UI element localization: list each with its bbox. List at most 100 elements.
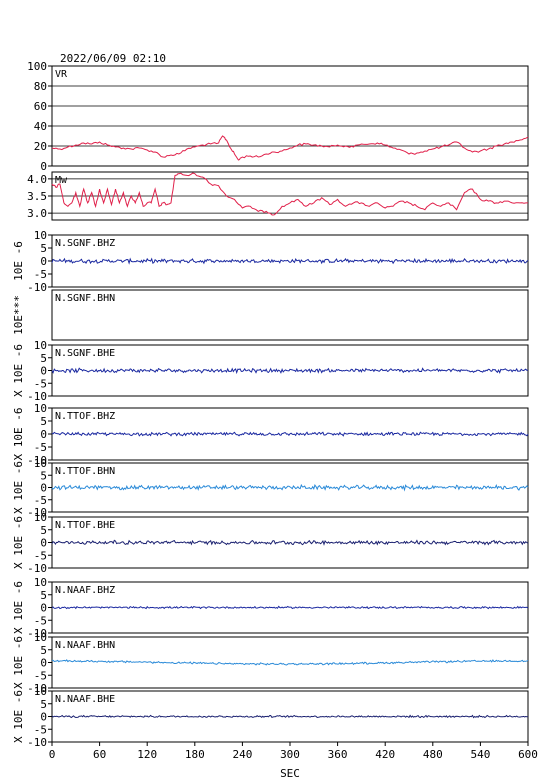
y-tick-label: 10 bbox=[34, 685, 47, 698]
x-tick-label: 120 bbox=[137, 748, 157, 761]
y-tick-label: 5 bbox=[40, 352, 47, 365]
y-tick-label: -10 bbox=[27, 682, 47, 695]
y-axis-label: X 10E -6 bbox=[12, 690, 25, 743]
x-tick-label: 240 bbox=[232, 748, 252, 761]
panel-sgnf-bhn: 10E*** N.SGNF.BHN bbox=[12, 289, 529, 341]
x-tick-label: 360 bbox=[328, 748, 348, 761]
panel-label: Mw bbox=[55, 175, 68, 186]
y-axis-label: X 10E -6 bbox=[12, 344, 25, 397]
y-tick-label: 5 bbox=[40, 524, 47, 537]
y-tick-label: 0 bbox=[40, 160, 47, 173]
y-tick-label: 5 bbox=[40, 469, 47, 482]
y-tick-label: 0 bbox=[40, 602, 47, 615]
series-line-ttof-bhe bbox=[51, 539, 529, 546]
y-tick-label: 100 bbox=[27, 60, 47, 73]
x-tick-label: 420 bbox=[375, 748, 395, 761]
x-tick-label: 60 bbox=[93, 748, 106, 761]
x-tick-label: 180 bbox=[185, 748, 205, 761]
y-axis-label: X 10E -6 bbox=[12, 461, 25, 514]
y-tick-label: 0 bbox=[40, 428, 47, 441]
panel-frame bbox=[51, 289, 529, 341]
x-tick-label: 600 bbox=[518, 748, 538, 761]
y-tick-label: -10 bbox=[27, 506, 47, 519]
series-line-naaf-bhn bbox=[51, 659, 529, 666]
x-tick-label: 0 bbox=[49, 748, 56, 761]
y-tick-label: -5 bbox=[34, 549, 47, 562]
x-tick-label: 480 bbox=[423, 748, 443, 761]
series-line-naaf-bhz bbox=[51, 605, 529, 610]
y-tick-label: 10 bbox=[34, 576, 47, 589]
y-tick-label: 5 bbox=[40, 415, 47, 428]
y-tick-label: 5 bbox=[40, 698, 47, 711]
y-axis-label: X 10E -6 bbox=[12, 408, 25, 461]
y-tick-label: -5 bbox=[34, 723, 47, 736]
panel-label: N.NAAF.BHE bbox=[55, 694, 115, 705]
series-line-ttof-bhz bbox=[51, 431, 529, 437]
y-tick-label: 5 bbox=[40, 589, 47, 602]
series-line-naaf-bhe bbox=[51, 714, 529, 719]
x-axis-label: SEC bbox=[280, 767, 300, 780]
y-tick-label: 20 bbox=[34, 140, 47, 153]
y-tick-label: -10 bbox=[27, 627, 47, 640]
y-tick-label: 0 bbox=[40, 365, 47, 378]
x-axis: 0 60 120 180 240 300 360 420 480 540 600 bbox=[49, 742, 538, 761]
y-tick-label: -5 bbox=[34, 614, 47, 627]
y-tick-label: 10 bbox=[34, 511, 47, 524]
y-tick-label: 40 bbox=[34, 120, 47, 133]
y-tick-label: 0 bbox=[40, 482, 47, 495]
panel-label: N.SGNF.BHN bbox=[55, 293, 115, 304]
panel-label: VR bbox=[55, 69, 68, 80]
y-tick-label: 0 bbox=[40, 255, 47, 268]
panel-label: N.TTOF.BHE bbox=[55, 520, 115, 531]
y-tick-label: -5 bbox=[34, 377, 47, 390]
y-tick-label: 10 bbox=[34, 457, 47, 470]
y-tick-label: 0 bbox=[40, 537, 47, 550]
y-tick-label: 4.0 bbox=[27, 173, 47, 186]
y-tick-label: 80 bbox=[34, 80, 47, 93]
y-axis-label: X 10E -6 bbox=[12, 636, 25, 689]
y-axis-label: 10E*** bbox=[12, 295, 25, 335]
y-tick-label: 3.0 bbox=[27, 207, 47, 220]
y-tick-label: -10 bbox=[27, 454, 47, 467]
panel-label: N.SGNF.BHE bbox=[55, 348, 115, 359]
y-tick-label: 0 bbox=[40, 657, 47, 670]
series-line-vr bbox=[51, 135, 529, 161]
y-tick-label: -10 bbox=[27, 281, 47, 294]
panel-label: N.TTOF.BHN bbox=[55, 466, 115, 477]
x-tick-label: 540 bbox=[470, 748, 490, 761]
series-line-sgnf-bhe bbox=[51, 367, 529, 375]
y-tick-label: -10 bbox=[27, 390, 47, 403]
panel-frame bbox=[51, 65, 529, 167]
series-line-ttof-bhn bbox=[51, 483, 529, 492]
panel-label: N.SGNF.BHZ bbox=[55, 238, 115, 249]
y-tick-label: -10 bbox=[27, 562, 47, 575]
panel-vr: 0 20 40 60 80 100 VR bbox=[27, 60, 529, 173]
panel-label: N.TTOF.BHZ bbox=[55, 411, 115, 422]
series-line-mw bbox=[51, 172, 528, 216]
y-axis-label: 10E -6 bbox=[12, 241, 25, 281]
y-tick-label: 10 bbox=[34, 229, 47, 242]
panel-mw: 3.0 3.5 4.0 Mw bbox=[27, 171, 529, 221]
y-tick-label: -5 bbox=[34, 268, 47, 281]
series-line-sgnf-bhz bbox=[51, 257, 529, 265]
y-tick-label: 10 bbox=[34, 402, 47, 415]
y-tick-label: 3.5 bbox=[27, 190, 47, 203]
y-tick-label: -5 bbox=[34, 441, 47, 454]
y-tick-label: 10 bbox=[34, 631, 47, 644]
panel-label: N.NAAF.BHN bbox=[55, 640, 115, 651]
y-tick-label: 5 bbox=[40, 242, 47, 255]
y-tick-label: -5 bbox=[34, 669, 47, 682]
y-tick-label: 60 bbox=[34, 100, 47, 113]
header-timestamp: 2022/06/09 02:10 bbox=[60, 52, 166, 65]
y-tick-label: -5 bbox=[34, 494, 47, 507]
y-axis-label: X 10E -6 bbox=[12, 581, 25, 634]
